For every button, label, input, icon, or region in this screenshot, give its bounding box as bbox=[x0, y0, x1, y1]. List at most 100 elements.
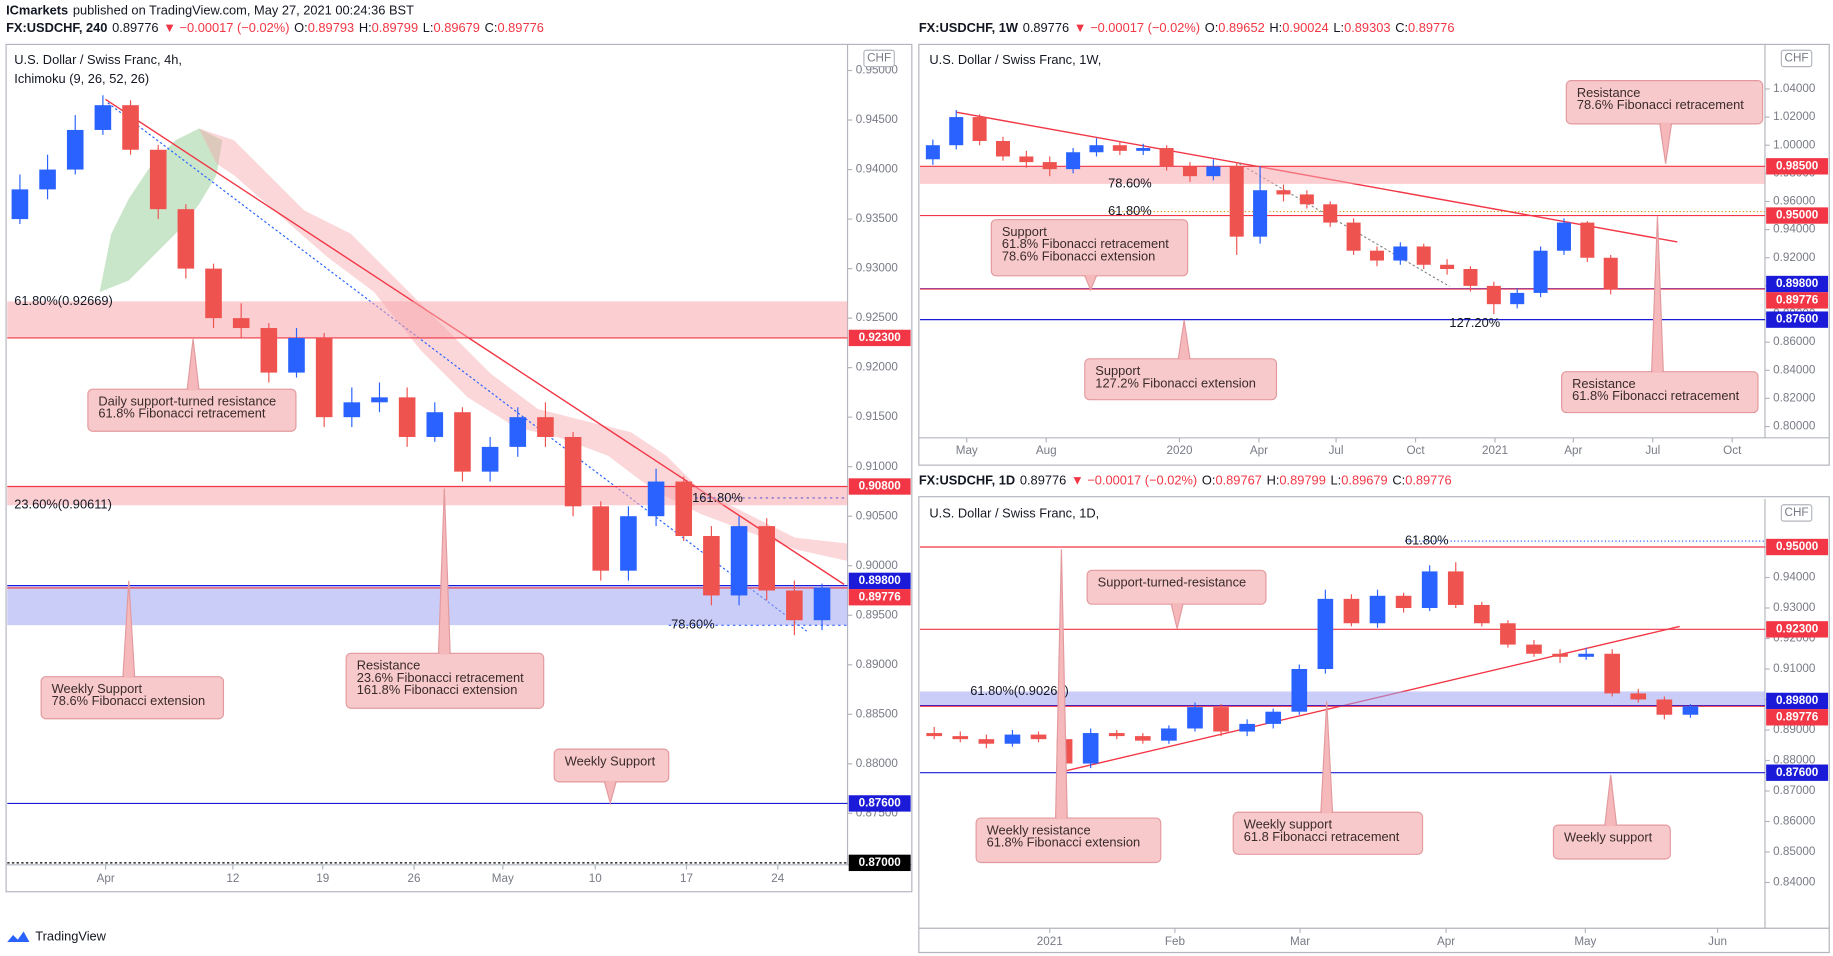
x-tick-label: 17 bbox=[680, 872, 693, 885]
candle-body bbox=[1343, 598, 1360, 624]
y-tick-label: 0.91000 bbox=[1773, 662, 1816, 675]
y-tick-label: 0.82000 bbox=[1773, 391, 1816, 404]
candle-body bbox=[454, 412, 471, 472]
y-tick-label: 0.88000 bbox=[856, 757, 899, 770]
candle-body bbox=[1369, 250, 1384, 261]
callout-text: Support-turned-resistance bbox=[1098, 575, 1247, 590]
quote-last: 0.89776 bbox=[1020, 473, 1066, 488]
candle-body bbox=[1463, 268, 1478, 286]
candle-body bbox=[1182, 166, 1197, 177]
ohlc-key: H: bbox=[1269, 21, 1282, 36]
quote-line: FX:USDCHF, 240 0.89776 ▼ −0.00017 (−0.02%)… bbox=[6, 21, 544, 36]
candle-body bbox=[972, 117, 987, 141]
ohlc-value: 0.89776 bbox=[497, 21, 543, 36]
candle-body bbox=[1474, 604, 1490, 624]
candle-body bbox=[1603, 257, 1618, 290]
candle-body bbox=[620, 516, 637, 571]
quote-symbol: FX:USDCHF, 1D bbox=[919, 473, 1015, 488]
candle-body bbox=[592, 506, 610, 571]
candle-body bbox=[1108, 733, 1125, 737]
y-tick-label: 1.02000 bbox=[1773, 110, 1816, 123]
callout-text: Weekly Support bbox=[565, 753, 656, 768]
callout-text: 23.6% Fibonacci retracement bbox=[357, 670, 524, 685]
candle-body bbox=[1159, 148, 1174, 167]
candle-body bbox=[1135, 736, 1151, 741]
quote-last: 0.89776 bbox=[1023, 21, 1069, 36]
x-tick-label: 2020 bbox=[1166, 444, 1192, 457]
callout-text: 61.8 Fibonacci retracement bbox=[1244, 829, 1400, 844]
x-tick-label: 26 bbox=[408, 872, 421, 885]
price-badge bbox=[1766, 275, 1829, 293]
callout-box-fill bbox=[1085, 274, 1096, 277]
callout-text: Weekly resistance bbox=[987, 822, 1091, 837]
x-tick-label: Aug bbox=[1036, 444, 1057, 457]
candle-body bbox=[371, 397, 388, 403]
y-tick-label: 0.94000 bbox=[1773, 223, 1816, 236]
callout-text: 61.8% Fibonacci retracement bbox=[98, 406, 265, 421]
y-tick-label: 0.87000 bbox=[1773, 784, 1816, 797]
y-tick-label: 0.80000 bbox=[1773, 420, 1816, 433]
price-badge-label: 0.89776 bbox=[1776, 293, 1819, 306]
x-tick-label: 12 bbox=[226, 872, 239, 885]
price-badge bbox=[1766, 292, 1829, 309]
candle-body bbox=[1317, 598, 1334, 670]
candle-body bbox=[1066, 152, 1081, 170]
price-badge bbox=[848, 795, 911, 812]
candle-body bbox=[1682, 706, 1699, 715]
candle-body bbox=[149, 149, 167, 210]
candle-body bbox=[1580, 222, 1595, 258]
zone bbox=[7, 486, 848, 506]
y-tick-label: 1.00000 bbox=[1773, 138, 1816, 151]
chart-title: U.S. Dollar / Swiss Franc, 4h, bbox=[14, 52, 182, 67]
candle-body bbox=[1206, 166, 1221, 177]
candle-body bbox=[758, 526, 776, 591]
candle-body bbox=[949, 117, 964, 146]
candle-body bbox=[481, 446, 499, 472]
price-badge-label: 0.87600 bbox=[1776, 766, 1819, 779]
price-badge bbox=[1766, 311, 1829, 328]
y-tick-label: 0.93500 bbox=[856, 212, 899, 225]
candle-body bbox=[1265, 711, 1282, 724]
ichimoku-cloud-red bbox=[198, 128, 848, 561]
chart-title: U.S. Dollar / Swiss Franc, 1W, bbox=[929, 52, 1101, 67]
candle-body bbox=[1019, 156, 1034, 163]
x-tick-label: Apr bbox=[1250, 444, 1268, 457]
candle-body bbox=[1533, 250, 1548, 293]
y-tick-label: 0.93000 bbox=[856, 262, 899, 275]
price-badge bbox=[848, 329, 911, 347]
callout-text: Weekly Support bbox=[52, 681, 143, 696]
y-tick-label: 0.93000 bbox=[1773, 601, 1816, 614]
x-tick-label: Mar bbox=[1290, 935, 1310, 948]
x-tick-label: Jul bbox=[1645, 444, 1660, 457]
zone bbox=[920, 691, 1765, 706]
callout-text: Resistance bbox=[357, 658, 421, 673]
fib-line bbox=[1238, 163, 1450, 287]
price-badge-label: 0.95000 bbox=[1776, 540, 1819, 553]
candle-body bbox=[1239, 723, 1255, 732]
y-tick-label: 0.85000 bbox=[1773, 845, 1816, 858]
publisher: ICmarkets bbox=[6, 3, 68, 18]
candle-body bbox=[232, 318, 250, 329]
candle-body bbox=[1187, 707, 1203, 729]
candle-body bbox=[1604, 653, 1621, 694]
price-badge-label: 0.92300 bbox=[859, 331, 902, 344]
fib-label: 78.60% bbox=[671, 617, 715, 632]
y-tick-label: 0.88000 bbox=[1773, 754, 1816, 767]
y-tick-label: 0.88500 bbox=[856, 707, 899, 720]
candle-body bbox=[1112, 145, 1127, 151]
candle-body bbox=[1229, 166, 1244, 237]
ohlc-key: O: bbox=[1202, 473, 1216, 488]
candle-body bbox=[1030, 734, 1047, 740]
quote-symbol: FX:USDCHF, 1W bbox=[919, 21, 1019, 36]
callout-text: 78.6% Fibonacci retracement bbox=[1577, 97, 1744, 112]
fib-label: 61.80%(0.92669) bbox=[14, 293, 113, 308]
candle-body bbox=[813, 587, 831, 621]
candle-body bbox=[1004, 734, 1021, 744]
ohlc-key: C: bbox=[485, 21, 498, 36]
candle-body bbox=[995, 140, 1010, 157]
candle-body bbox=[11, 189, 29, 220]
brand: TradingView bbox=[35, 929, 106, 944]
candle-body bbox=[1082, 733, 1099, 764]
price-badge bbox=[1766, 207, 1829, 224]
candle-body bbox=[1421, 571, 1438, 609]
